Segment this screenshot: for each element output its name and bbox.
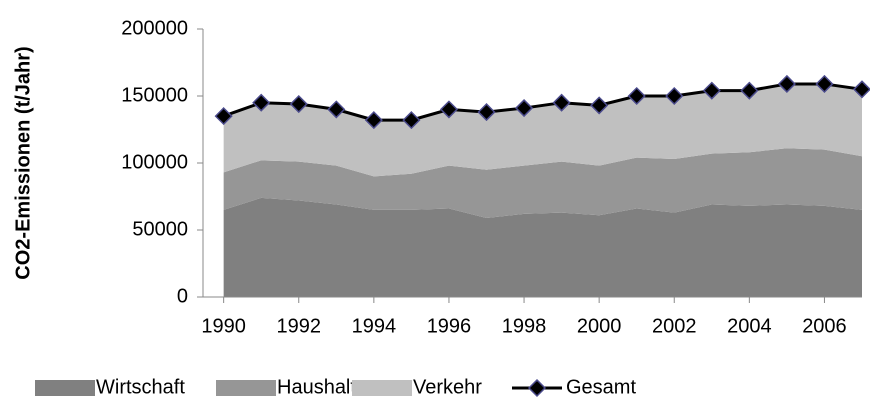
marker — [665, 86, 684, 106]
area — [223, 148, 863, 218]
marker — [364, 111, 383, 130]
legend-marker — [527, 378, 547, 398]
marker — [740, 81, 759, 100]
marker — [552, 93, 571, 112]
marker — [514, 98, 534, 118]
x-tick-label: 1990 — [201, 315, 246, 337]
y-axis-title: CO2-Emissionen (t/Jahr) — [12, 46, 34, 279]
x-tick-label: 1996 — [427, 315, 472, 337]
area — [223, 197, 863, 297]
marker — [477, 103, 496, 122]
legend-swatch — [216, 380, 276, 396]
x-tick-label: 2002 — [652, 315, 697, 337]
y-tick-label: 100000 — [121, 151, 188, 173]
marker — [289, 94, 308, 114]
x-tick-label: 2004 — [727, 315, 772, 337]
area — [223, 83, 863, 177]
marker — [252, 93, 271, 112]
marker — [627, 86, 646, 106]
y-tick-label: 50000 — [132, 218, 188, 240]
legend-label: Wirtschaft — [96, 376, 185, 398]
x-tick-label: 1998 — [502, 315, 547, 337]
marker — [590, 96, 609, 115]
marker — [402, 111, 421, 130]
legend-label: Verkehr — [413, 376, 482, 398]
x-tick-label: 1992 — [277, 315, 322, 337]
marker — [815, 74, 834, 94]
legend-label: Gesamt — [566, 376, 636, 398]
marker — [439, 100, 459, 119]
y-tick-label: 200000 — [121, 17, 188, 39]
legend-label: Haushalt — [277, 376, 356, 398]
marker — [327, 100, 346, 119]
marker — [852, 80, 870, 99]
marker — [702, 81, 721, 100]
x-tick-label: 2006 — [802, 315, 847, 337]
x-tick-label: 1994 — [352, 315, 397, 337]
legend-swatch — [352, 380, 412, 396]
y-tick-label: 150000 — [121, 84, 188, 106]
marker — [214, 107, 233, 126]
y-tick-label: 0 — [177, 285, 188, 307]
legend-swatch — [35, 380, 95, 396]
x-tick-label: 2000 — [577, 315, 622, 337]
marker — [777, 74, 796, 94]
